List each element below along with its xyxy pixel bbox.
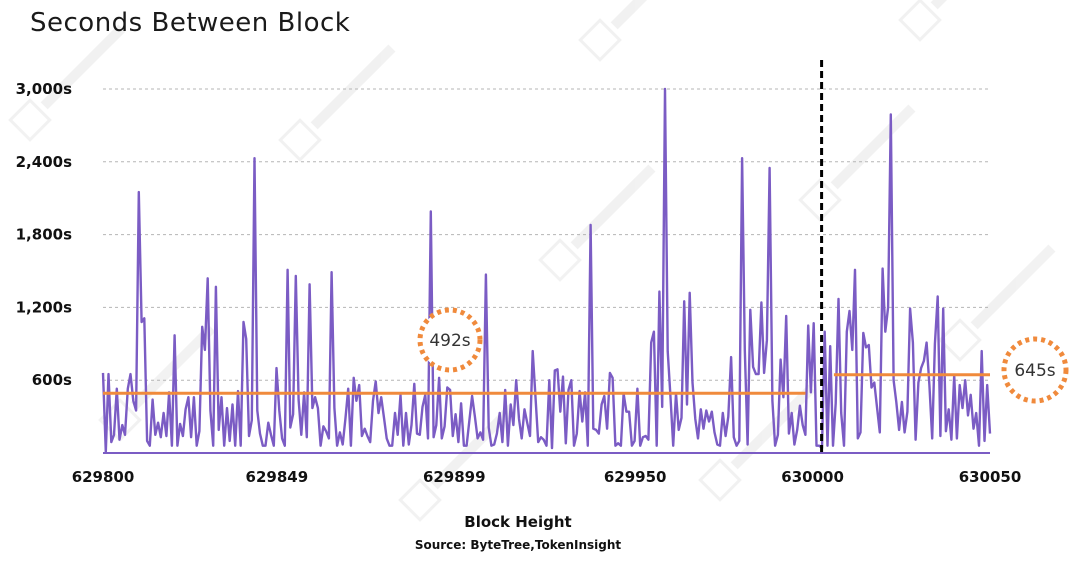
watermark-mark [8,24,126,142]
series-line [101,87,992,453]
x-tick-label: 629800 [72,468,135,486]
x-tick-label: 629950 [604,468,667,486]
watermark-mark [538,164,656,282]
x-tick-labels: 629800 629849 629899 629950 630000 630050 [72,468,1022,486]
watermark-mark [278,44,396,162]
x-tick-label: 629849 [246,468,309,486]
watermarks [8,0,1056,522]
y-tick-label: 2,400s [16,153,72,171]
series-layer [101,87,992,453]
chart-title: Seconds Between Block [30,8,351,38]
watermark-mark [938,244,1056,362]
watermark-mark [798,104,916,222]
watermark-mark [578,0,696,62]
x-tick-label: 630000 [781,468,844,486]
source-note: Source: ByteTree,TokenInsight [415,538,622,552]
y-gridlines [103,88,990,381]
watermark-mark [398,404,516,522]
watermark-mark [898,0,1016,42]
average-callout-circle [417,307,483,373]
y-tick-label: 600s [32,371,72,389]
y-tick-label: 1,200s [16,298,72,316]
average-callout-circle [1001,336,1069,404]
x-axis-label: Block Height [464,513,571,531]
average-lines [103,373,990,395]
average-callout-label: 492s [429,331,470,351]
average-callout-label: 645s [1014,361,1055,381]
y-tick-label: 3,000s [16,80,72,98]
x-tick-label: 629899 [423,468,486,486]
x-tick-label: 630050 [959,468,1022,486]
y-tick-label: 1,800s [16,226,72,244]
average-annotations: 492s 645s [417,307,1069,404]
y-tick-labels: 600s 1,200s 1,800s 2,400s 3,000s [16,80,72,389]
